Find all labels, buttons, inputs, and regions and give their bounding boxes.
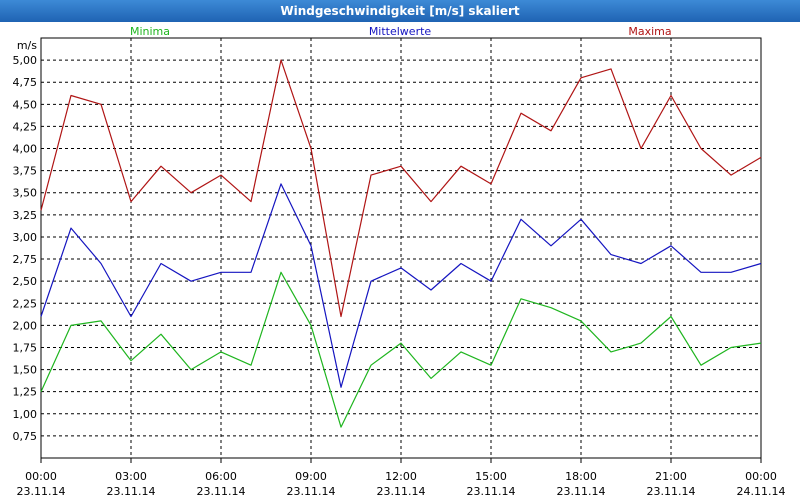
x-tick-time: 15:00	[475, 470, 507, 483]
x-tick-time: 03:00	[115, 470, 147, 483]
tick-labels: 0,75 1,00 1,25 1,50 1,75 2,00 2,25 2,50 2,75 3,00…	[13, 39, 786, 498]
y-tick-label: 3,50	[13, 187, 38, 200]
x-tick-date: 23.11.14	[557, 485, 606, 498]
x-tick-date: 23.11.14	[377, 485, 426, 498]
x-tick-date: 23.11.14	[467, 485, 516, 498]
y-tick-label: 2,25	[13, 297, 38, 310]
x-tick-date: 23.11.14	[647, 485, 696, 498]
y-tick-label: 3,25	[13, 209, 38, 222]
x-tick-date: 23.11.14	[287, 485, 336, 498]
series-line-mittelwerte	[40, 183, 762, 388]
y-axis-label: m/s	[17, 39, 37, 52]
legend-item-minima: Minima	[130, 25, 170, 38]
series-lines	[40, 59, 762, 428]
legend-item-mittelwerte: Mittelwerte	[369, 25, 432, 38]
x-tick-time: 00:00	[25, 470, 57, 483]
plot-frame	[40, 37, 762, 459]
y-tick-label: 0,75	[13, 430, 38, 443]
series-line-maxima	[40, 59, 762, 318]
y-tick-label: 4,25	[13, 120, 38, 133]
legend-item-maxima: Maxima	[628, 25, 671, 38]
y-tick-label: 4,75	[13, 76, 38, 89]
y-tick-label: 5,00	[13, 54, 38, 67]
series-line-minima	[40, 271, 762, 428]
x-tick-time: 06:00	[205, 470, 237, 483]
y-tick-label: 4,50	[13, 98, 38, 111]
y-tick-label: 2,75	[13, 253, 38, 266]
x-tick-time: 21:00	[655, 470, 687, 483]
x-tick-date: 23.11.14	[197, 485, 246, 498]
y-tick-label: 1,00	[13, 408, 38, 421]
x-tick-time: 09:00	[295, 470, 327, 483]
y-tick-label: 3,00	[13, 231, 38, 244]
y-tick-label: 1,75	[13, 341, 38, 354]
grid	[41, 38, 761, 458]
y-tick-label: 2,50	[13, 275, 38, 288]
y-tick-label: 3,75	[13, 165, 38, 178]
x-tick-date: 23.11.14	[107, 485, 156, 498]
y-tick-label: 4,00	[13, 143, 38, 156]
x-tick-time: 12:00	[385, 470, 417, 483]
axes	[40, 37, 762, 463]
x-tick-time: 18:00	[565, 470, 597, 483]
window-title: Windgeschwindigkeit [m/s] skaliert	[0, 0, 800, 22]
y-tick-label: 1,50	[13, 364, 38, 377]
y-tick-label: 1,25	[13, 386, 38, 399]
x-tick-date: 24.11.14	[737, 485, 786, 498]
legend: Minima Mittelwerte Maxima	[130, 25, 672, 38]
x-tick-time: 00:00	[745, 470, 777, 483]
x-tick-date: 23.11.14	[17, 485, 66, 498]
y-tick-label: 2,00	[13, 319, 38, 332]
